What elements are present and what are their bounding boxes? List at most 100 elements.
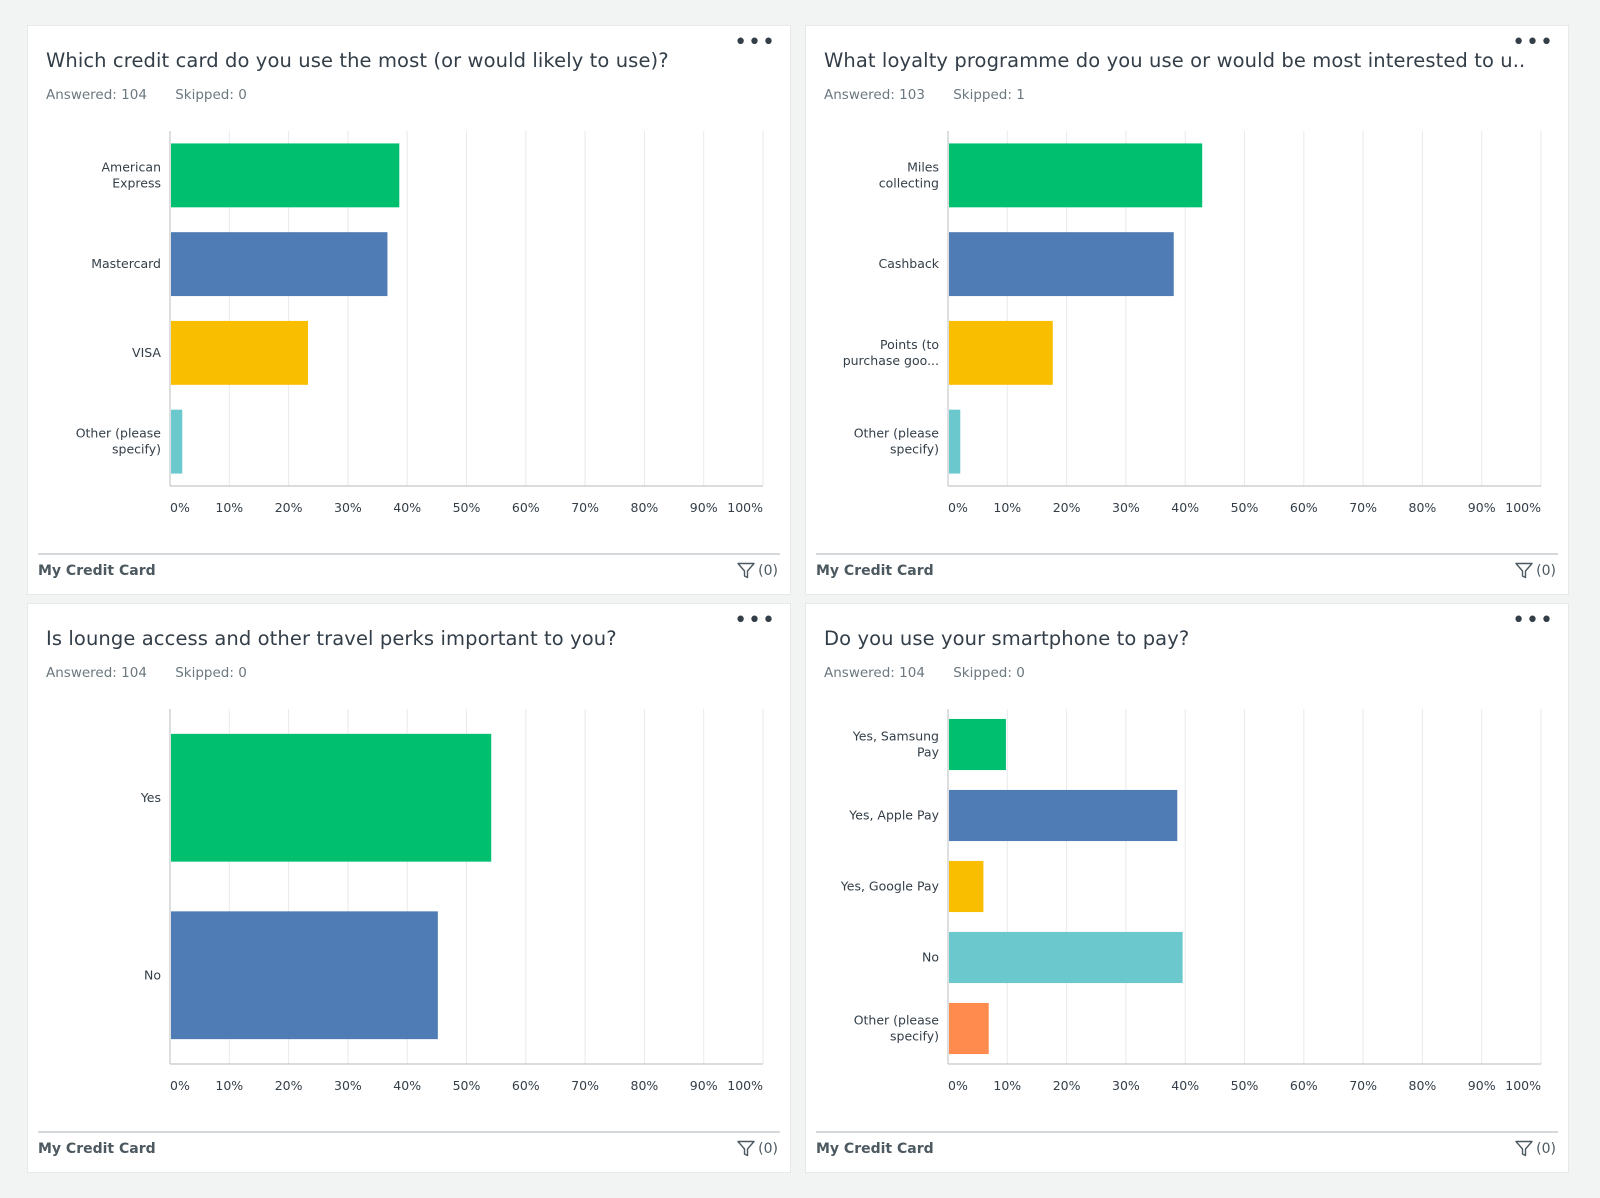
bar-chart: 0% 10% 20% 30% 40% 50% 60% 70% 80% 90% 100% Yes No [140,709,764,1093]
bar[interactable] [171,409,183,474]
x-tick-label: 20% [275,500,303,515]
bar[interactable] [949,232,1174,297]
bar[interactable] [171,143,400,208]
x-tick-label: 100% [727,1078,763,1093]
category-label: Yes [140,790,161,805]
bar[interactable] [949,143,1203,208]
bar[interactable] [171,733,492,862]
answered-count: Answered: 104 [46,665,147,681]
bar[interactable] [171,320,308,385]
filter-icon [737,562,755,579]
bar[interactable] [949,931,1183,984]
survey-name: My Credit Card [816,563,934,579]
x-tick-label: 90% [1468,500,1496,515]
x-tick-label: 10% [215,1078,243,1093]
x-tick-label: 80% [1409,1078,1437,1093]
x-tick-label: 10% [215,500,243,515]
category-label: Pay [917,745,940,760]
x-tick-label: 40% [1171,1078,1199,1093]
category-label: purchase goo... [843,353,939,368]
filter-button[interactable]: (0) [1515,1140,1556,1157]
category-label: collecting [879,175,939,190]
category-label: Other (please [854,426,940,441]
response-stats: Answered: 104 Skipped: 0 [46,665,271,681]
bar[interactable] [949,1002,989,1055]
filter-icon [1515,562,1533,579]
category-label: Other (please [854,1013,940,1028]
x-tick-label: 20% [1053,500,1081,515]
x-tick-label: 50% [453,1078,481,1093]
skipped-count: Skipped: 0 [953,665,1025,681]
bar[interactable] [949,789,1178,842]
filter-button[interactable]: (0) [737,1140,778,1157]
more-dots-icon[interactable]: ••• [1512,30,1554,55]
bar-chart: 0% 10% 20% 30% 40% 50% 60% 70% 80% 90% 100% Yes, Sa… [840,709,1542,1093]
x-tick-label: 80% [1409,500,1437,515]
x-tick-label: 70% [571,500,599,515]
category-label: American [102,159,162,174]
footer-divider [816,1131,1558,1133]
x-tick-label: 40% [393,1078,421,1093]
skipped-count: Skipped: 0 [175,87,247,103]
x-tick-label: 40% [393,500,421,515]
question-title: Is lounge access and other travel perks … [46,627,617,650]
category-label: Miles [907,159,939,174]
filter-count: (0) [1536,562,1556,579]
x-tick-label: 10% [993,500,1021,515]
answered-count: Answered: 104 [824,665,925,681]
category-label: specify) [890,1029,939,1044]
category-label: Yes, Samsung [852,729,939,744]
filter-icon [737,1140,755,1157]
question-title: What loyalty programme do you use or wou… [824,49,1524,72]
more-dots-icon[interactable]: ••• [1512,608,1554,633]
x-tick-label: 0% [948,1078,968,1093]
category-label: Yes, Apple Pay [848,808,939,823]
category-label: Yes, Google Pay [840,879,940,894]
filter-icon [1515,1140,1533,1157]
survey-name: My Credit Card [38,563,156,579]
x-tick-label: 0% [948,500,968,515]
question-title: Do you use your smartphone to pay? [824,627,1190,650]
x-tick-label: 60% [1290,1078,1318,1093]
category-label: Express [112,175,161,190]
bar[interactable] [949,718,1006,771]
x-tick-label: 20% [275,1078,303,1093]
category-label: specify) [890,442,939,457]
bar[interactable] [171,911,438,1040]
x-tick-label: 80% [631,1078,659,1093]
category-label: Points (to [880,337,939,352]
x-tick-label: 40% [1171,500,1199,515]
bar[interactable] [949,320,1053,385]
answered-count: Answered: 104 [46,87,147,103]
answered-count: Answered: 103 [824,87,925,103]
x-tick-label: 50% [1231,500,1259,515]
x-tick-label: 20% [1053,1078,1081,1093]
category-label: VISA [132,345,161,360]
x-tick-label: 70% [1349,500,1377,515]
response-stats: Answered: 104 Skipped: 0 [824,665,1049,681]
x-tick-label: 90% [690,1078,718,1093]
more-dots-icon[interactable]: ••• [734,608,776,633]
category-label: No [922,950,939,965]
response-stats: Answered: 103 Skipped: 1 [824,87,1049,103]
filter-button[interactable]: (0) [1515,562,1556,579]
filter-count: (0) [758,562,778,579]
footer-divider [38,553,780,555]
bar[interactable] [949,860,984,913]
x-tick-label: 70% [571,1078,599,1093]
response-stats: Answered: 104 Skipped: 0 [46,87,271,103]
bar[interactable] [949,409,961,474]
filter-button[interactable]: (0) [737,562,778,579]
bar-chart: 0% 10% 20% 30% 40% 50% 60% 70% 80% 90% 100% America… [76,131,764,515]
bar[interactable] [171,232,388,297]
x-tick-label: 30% [334,1078,362,1093]
question-title: Which credit card do you use the most (o… [46,49,669,72]
filter-count: (0) [1536,1140,1556,1157]
x-tick-label: 60% [512,1078,540,1093]
x-tick-label: 30% [1112,1078,1140,1093]
x-tick-label: 90% [690,500,718,515]
more-dots-icon[interactable]: ••• [734,30,776,55]
bar-chart: 0% 10% 20% 30% 40% 50% 60% 70% 80% 90% 100% Milesco… [843,131,1542,515]
x-tick-label: 50% [1231,1078,1259,1093]
x-tick-label: 0% [170,1078,190,1093]
